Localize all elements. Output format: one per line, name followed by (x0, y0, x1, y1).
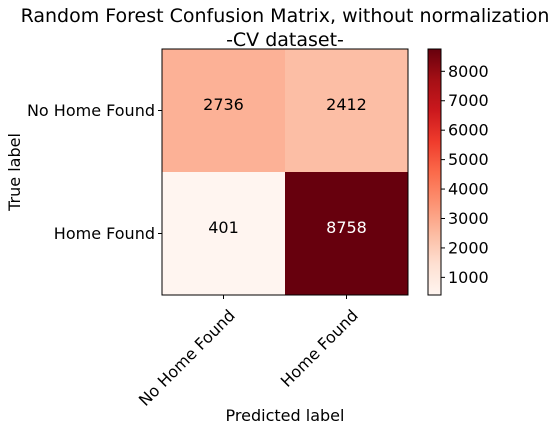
colorbar-tick-label: 8000 (448, 62, 489, 81)
y-axis-ticks: No Home Found Home Found (27, 101, 162, 243)
x-tick-label: Home Found (277, 306, 362, 391)
cell-value-label: 2412 (326, 95, 367, 114)
colorbar-tick-label: 7000 (448, 91, 489, 110)
y-tick-label: No Home Found (27, 101, 155, 120)
heatmap-cell (285, 172, 408, 295)
heatmap-cell-labels: 2736 2412 401 8758 (203, 95, 367, 237)
x-axis-ticks: No Home Found Home Found (135, 295, 362, 410)
colorbar-tick-label: 1000 (448, 268, 489, 287)
colorbar-tick-label: 4000 (448, 180, 489, 199)
heatmap-cell (285, 49, 408, 172)
chart-title-line-2: -CV dataset- (226, 29, 344, 51)
x-axis-label: Predicted label (226, 406, 345, 425)
heatmap-cell (162, 49, 285, 172)
cell-value-label: 401 (208, 218, 239, 237)
heatmap-cells (162, 49, 408, 295)
heatmap-cell (162, 172, 285, 295)
colorbar (427, 48, 442, 296)
y-tick-label: Home Found (54, 224, 155, 243)
chart-title-line-1: Random Forest Confusion Matrix, without … (21, 5, 550, 27)
colorbar-tick-label: 3000 (448, 209, 489, 228)
plot-frame (161, 48, 409, 296)
colorbar-ticks: 1000 2000 3000 4000 5000 6000 7000 8000 (441, 62, 489, 287)
colorbar-tick-label: 5000 (448, 150, 489, 169)
cell-value-label: 8758 (326, 218, 367, 237)
colorbar-tick-label: 6000 (448, 121, 489, 140)
x-tick-label: No Home Found (135, 306, 239, 410)
colorbar-tick-label: 2000 (448, 238, 489, 257)
cell-value-label: 2736 (203, 95, 244, 114)
y-axis-label: True label (5, 133, 24, 212)
